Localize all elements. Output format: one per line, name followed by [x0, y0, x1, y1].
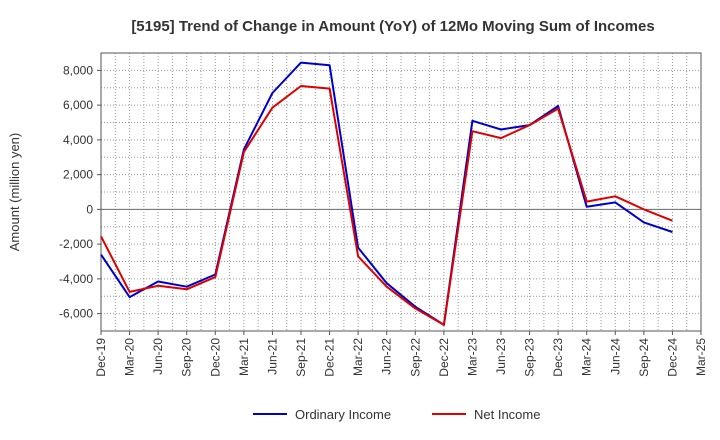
y-axis-label: Amount (million yen) [7, 133, 22, 252]
y-tick-label: 2,000 [63, 168, 93, 182]
y-tick-label: -4,000 [59, 272, 93, 286]
legend-label-ordinary-income: Ordinary Income [295, 407, 391, 422]
x-tick-label: Dec-24 [665, 338, 679, 377]
y-tick-label: 8,000 [63, 63, 93, 77]
x-tick-label: Jun-24 [608, 338, 622, 375]
x-tick-label: Dec-22 [437, 338, 451, 377]
x-tick-label: Mar-21 [237, 338, 251, 376]
x-axis-ticks: Dec-19 Mar-20 Jun-20 Sep-20 Dec-20 Mar-21 Jun-… [94, 331, 708, 377]
x-tick-label: Sep-20 [180, 338, 194, 377]
y-tick-label: 6,000 [63, 98, 93, 112]
plot-area-frame [100, 52, 702, 332]
x-tick-label: Mar-22 [351, 338, 365, 376]
chart-title: [5195] Trend of Change in Amount (YoY) o… [131, 18, 654, 35]
grid [101, 53, 701, 331]
x-tick-label: Dec-20 [208, 338, 222, 377]
series-line-net-income [100, 85, 673, 326]
x-tick-label: Mar-24 [580, 338, 594, 376]
legend-label-net-income: Net Income [474, 407, 540, 422]
y-tick-label: 4,000 [63, 133, 93, 147]
x-tick-label: Dec-21 [323, 338, 337, 377]
y-axis-ticks: -6,000 -4,000 -2,000 0 2,000 4,000 6,000 8,000 [59, 63, 101, 321]
x-tick-label: Sep-21 [294, 338, 308, 377]
y-tick-label: -2,000 [59, 237, 93, 251]
legend: Ordinary Income Net Income [253, 407, 540, 422]
x-tick-label: Sep-24 [637, 338, 651, 377]
x-tick-label: Jun-23 [494, 338, 508, 375]
x-tick-label: Mar-25 [694, 338, 708, 376]
x-tick-label: Sep-22 [408, 338, 422, 377]
y-tick-label: -6,000 [59, 307, 93, 321]
series-group [100, 61, 673, 326]
x-tick-label: Mar-23 [465, 338, 479, 376]
x-tick-label: Dec-23 [551, 338, 565, 377]
x-tick-label: Mar-20 [123, 338, 137, 376]
x-tick-label: Sep-23 [523, 338, 537, 377]
x-tick-label: Jun-20 [151, 338, 165, 375]
x-tick-label: Jun-22 [380, 338, 394, 375]
x-tick-label: Jun-21 [265, 338, 279, 375]
y-tick-label: 0 [86, 202, 93, 216]
x-tick-label: Dec-19 [94, 338, 108, 377]
